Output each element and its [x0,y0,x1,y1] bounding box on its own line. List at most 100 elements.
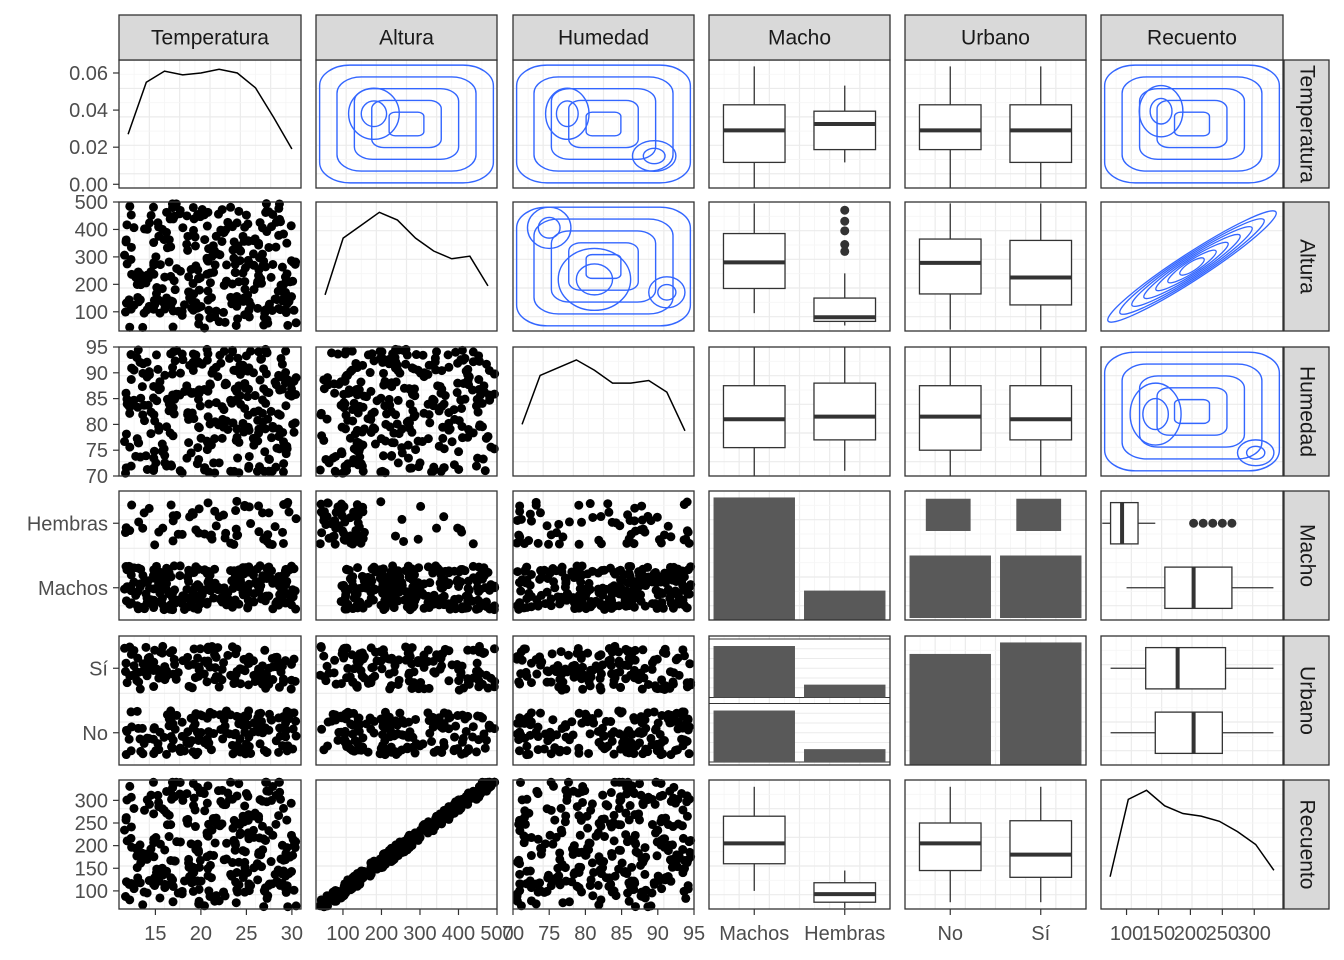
data-point [626,670,636,680]
data-point [607,887,617,897]
data-point [148,734,158,744]
data-point [172,510,182,520]
strip-right-label-altura: Altura [1295,239,1318,294]
density-contour [568,242,639,291]
data-point [679,886,689,896]
data-point [184,577,194,587]
data-point [573,573,583,583]
outlier-point [840,216,850,226]
data-point [168,791,178,801]
data-point [278,538,288,548]
panel-border [315,201,498,332]
data-point [267,715,277,725]
data-point [276,794,286,804]
data-point [164,810,174,820]
data-point [168,390,178,400]
data-point [217,433,227,443]
data-point [576,862,586,872]
data-point [205,380,215,390]
data-point [144,583,154,593]
data-point [253,303,263,313]
density-contour [318,64,495,184]
data-point [281,277,291,287]
panel-border [904,490,1087,621]
bar-hembras [804,749,886,762]
data-point [168,646,178,656]
data-point [205,419,215,429]
data-point [126,792,136,802]
data-point [340,376,350,386]
data-point [259,834,269,844]
outlier-point [840,226,850,236]
data-point [515,879,525,889]
density-contour [1121,363,1263,460]
data-point [437,747,447,757]
data-point [401,359,411,369]
data-point [460,394,470,404]
data-point [366,414,376,424]
data-point [363,598,373,608]
data-point [179,300,189,310]
data-point [274,682,284,692]
data-point [190,241,200,251]
data-point [190,719,200,729]
data-point [647,820,657,830]
data-point [202,734,212,744]
data-point [454,685,464,695]
data-point [333,735,343,745]
boxplot-sí-box [1145,646,1227,690]
data-point [370,439,380,449]
data-point [595,682,605,692]
y-tick-label: 85 [86,389,108,411]
data-point [194,504,204,514]
data-point [614,803,624,813]
data-point [138,523,148,533]
marks-urbano-urbano [904,635,1087,766]
x-tick-label: 20 [190,923,212,945]
data-point [684,749,694,759]
data-point [671,655,681,665]
data-point [520,644,530,654]
data-point [202,255,212,265]
data-point [512,515,522,525]
data-point [382,599,392,609]
density-contour [1119,218,1265,315]
data-point [151,350,161,360]
panel-altura-altura [316,202,497,331]
data-point [547,649,557,659]
data-point [544,539,554,549]
panel-recuento-recuento [1101,780,1283,909]
bar-no [925,498,971,531]
data-point [193,847,203,857]
density-contour [1121,76,1263,172]
data-point [281,401,291,411]
data-point [257,354,267,364]
data-point [339,528,349,538]
data-point [439,399,449,409]
bar-machos [713,646,795,698]
data-point [262,206,272,216]
data-point [196,301,206,311]
y-tick-label: 80 [86,414,108,436]
data-point [210,817,220,827]
data-point [144,218,154,228]
marks-humedad-recuento [1100,346,1284,477]
data-point [127,842,137,852]
data-point [568,849,578,859]
data-point [397,514,407,524]
data-point [330,710,340,720]
data-point [125,781,135,791]
data-point [515,679,525,689]
data-point [353,563,363,573]
data-point [243,867,253,877]
data-point [378,564,388,574]
data-point [278,437,288,447]
data-point [264,242,274,252]
data-point [450,732,460,742]
data-point [164,235,174,245]
data-point [287,675,297,685]
density-contour [550,87,657,161]
data-point [594,651,604,661]
data-point [358,502,368,512]
data-point [526,678,536,688]
